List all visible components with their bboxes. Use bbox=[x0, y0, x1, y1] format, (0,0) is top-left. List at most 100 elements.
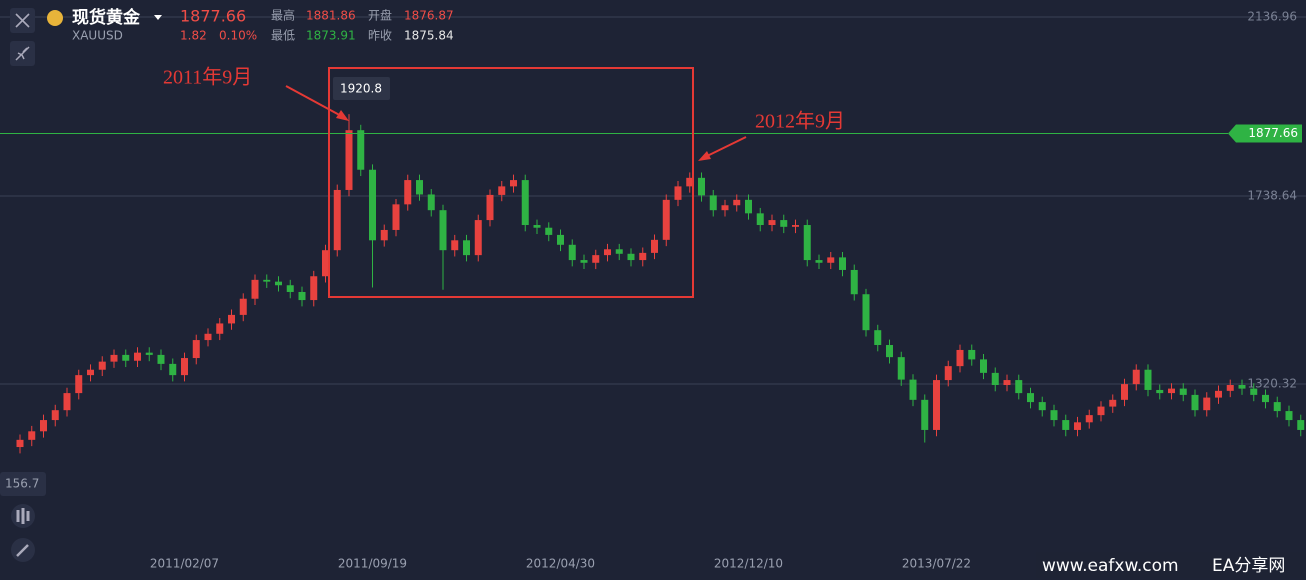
candle-body bbox=[921, 399, 929, 430]
watermark-bg bbox=[1036, 552, 1306, 578]
candle-body bbox=[263, 279, 271, 282]
candle-body bbox=[1215, 390, 1222, 398]
candle-body bbox=[474, 220, 482, 256]
candle-body bbox=[721, 205, 729, 211]
candle-body bbox=[298, 291, 306, 301]
candle-body bbox=[580, 260, 588, 263]
candle-body bbox=[698, 177, 705, 196]
candle-body bbox=[991, 372, 999, 386]
candle-body bbox=[286, 285, 294, 292]
candle-tool[interactable] bbox=[11, 504, 35, 528]
candle-body bbox=[63, 393, 71, 411]
candle-body bbox=[545, 227, 553, 235]
candle-body bbox=[1074, 422, 1081, 430]
candle-body bbox=[157, 354, 165, 364]
candle-body bbox=[944, 366, 952, 381]
candle-body bbox=[803, 225, 811, 261]
candle-body bbox=[1062, 420, 1070, 430]
candle-body bbox=[1297, 420, 1305, 430]
candle-body bbox=[815, 260, 823, 263]
candle-body bbox=[1121, 384, 1128, 400]
dropdown-arrow[interactable] bbox=[154, 15, 162, 20]
candle-body bbox=[839, 257, 846, 270]
candle-body bbox=[897, 357, 905, 380]
candle-body bbox=[827, 257, 835, 263]
candle-body bbox=[451, 240, 459, 251]
tooltip: 1920.8 bbox=[340, 82, 382, 96]
annotation: 2011年9月 bbox=[163, 66, 252, 89]
candle-body bbox=[780, 220, 788, 227]
candle-body bbox=[568, 244, 576, 261]
low-label: 最低 bbox=[271, 29, 295, 43]
candle-body bbox=[251, 279, 259, 299]
candle-body bbox=[510, 180, 517, 187]
candle-body bbox=[674, 186, 682, 200]
candle-body bbox=[486, 194, 494, 221]
candle-body bbox=[228, 314, 235, 324]
low-value: 1873.91 bbox=[306, 29, 356, 43]
prev-close-value: 1875.84 bbox=[404, 29, 454, 43]
candle-body bbox=[51, 410, 59, 421]
highlight-box bbox=[328, 67, 694, 298]
candle-body bbox=[756, 213, 764, 226]
candle-body bbox=[28, 431, 36, 440]
change: 1.82 bbox=[180, 29, 207, 43]
candle-body bbox=[933, 380, 940, 430]
candle-body bbox=[745, 199, 752, 214]
candle-body bbox=[1109, 399, 1117, 407]
candle-body bbox=[439, 210, 447, 251]
candle-body bbox=[427, 194, 435, 211]
candle-body bbox=[980, 359, 987, 373]
min-label-box bbox=[0, 472, 46, 496]
candle-body bbox=[1203, 397, 1211, 411]
current-price-tag bbox=[1228, 124, 1302, 143]
candle-body bbox=[369, 169, 376, 241]
candle-body bbox=[686, 177, 694, 187]
candle-body bbox=[956, 349, 964, 367]
candle-body bbox=[98, 361, 106, 370]
candle-body bbox=[1226, 385, 1234, 391]
candle-body bbox=[345, 130, 353, 190]
candle-body bbox=[604, 249, 611, 256]
open-value: 1876.87 bbox=[404, 9, 454, 23]
candle-body bbox=[1250, 388, 1258, 395]
x-tick-label: 2012/04/30 bbox=[526, 557, 595, 571]
candle-body bbox=[1038, 402, 1046, 411]
high-value: 1881.86 bbox=[306, 9, 356, 23]
candle-body bbox=[122, 354, 130, 361]
candle-body bbox=[709, 195, 717, 211]
candle-body bbox=[651, 239, 658, 253]
close-button[interactable] bbox=[10, 8, 35, 33]
candle-body bbox=[322, 250, 329, 277]
gold-icon bbox=[47, 10, 63, 26]
candle-body bbox=[1273, 402, 1281, 412]
y-tick-label: 1738.64 bbox=[1247, 188, 1297, 202]
candle-body bbox=[1085, 415, 1093, 423]
candle-body bbox=[181, 358, 188, 376]
candle-body bbox=[639, 252, 647, 261]
high-label: 最高 bbox=[271, 8, 295, 23]
candle-body bbox=[733, 199, 741, 206]
candle-body bbox=[1050, 410, 1058, 421]
candle-body bbox=[850, 269, 858, 295]
candle-body bbox=[1179, 388, 1187, 395]
candle-body bbox=[1144, 369, 1152, 390]
symbol: XAUUSD bbox=[72, 29, 123, 43]
candle-body bbox=[521, 180, 529, 226]
draw-tool[interactable] bbox=[11, 538, 35, 562]
candle-body bbox=[169, 363, 177, 376]
x-tick-label: 2012/12/10 bbox=[714, 557, 783, 571]
candle-body bbox=[1156, 389, 1164, 394]
candle-body bbox=[75, 375, 83, 394]
instrument-name[interactable]: 现货黄金 bbox=[72, 7, 141, 28]
candle-body bbox=[874, 330, 882, 346]
x-tick-label: 2011/09/19 bbox=[338, 557, 407, 571]
candle-body bbox=[134, 352, 141, 361]
candle-body bbox=[1097, 406, 1105, 416]
candle-body bbox=[275, 281, 282, 286]
candle-body bbox=[239, 298, 247, 315]
collapse-button[interactable] bbox=[10, 41, 35, 66]
annotation: 2012年9月 bbox=[755, 110, 845, 133]
